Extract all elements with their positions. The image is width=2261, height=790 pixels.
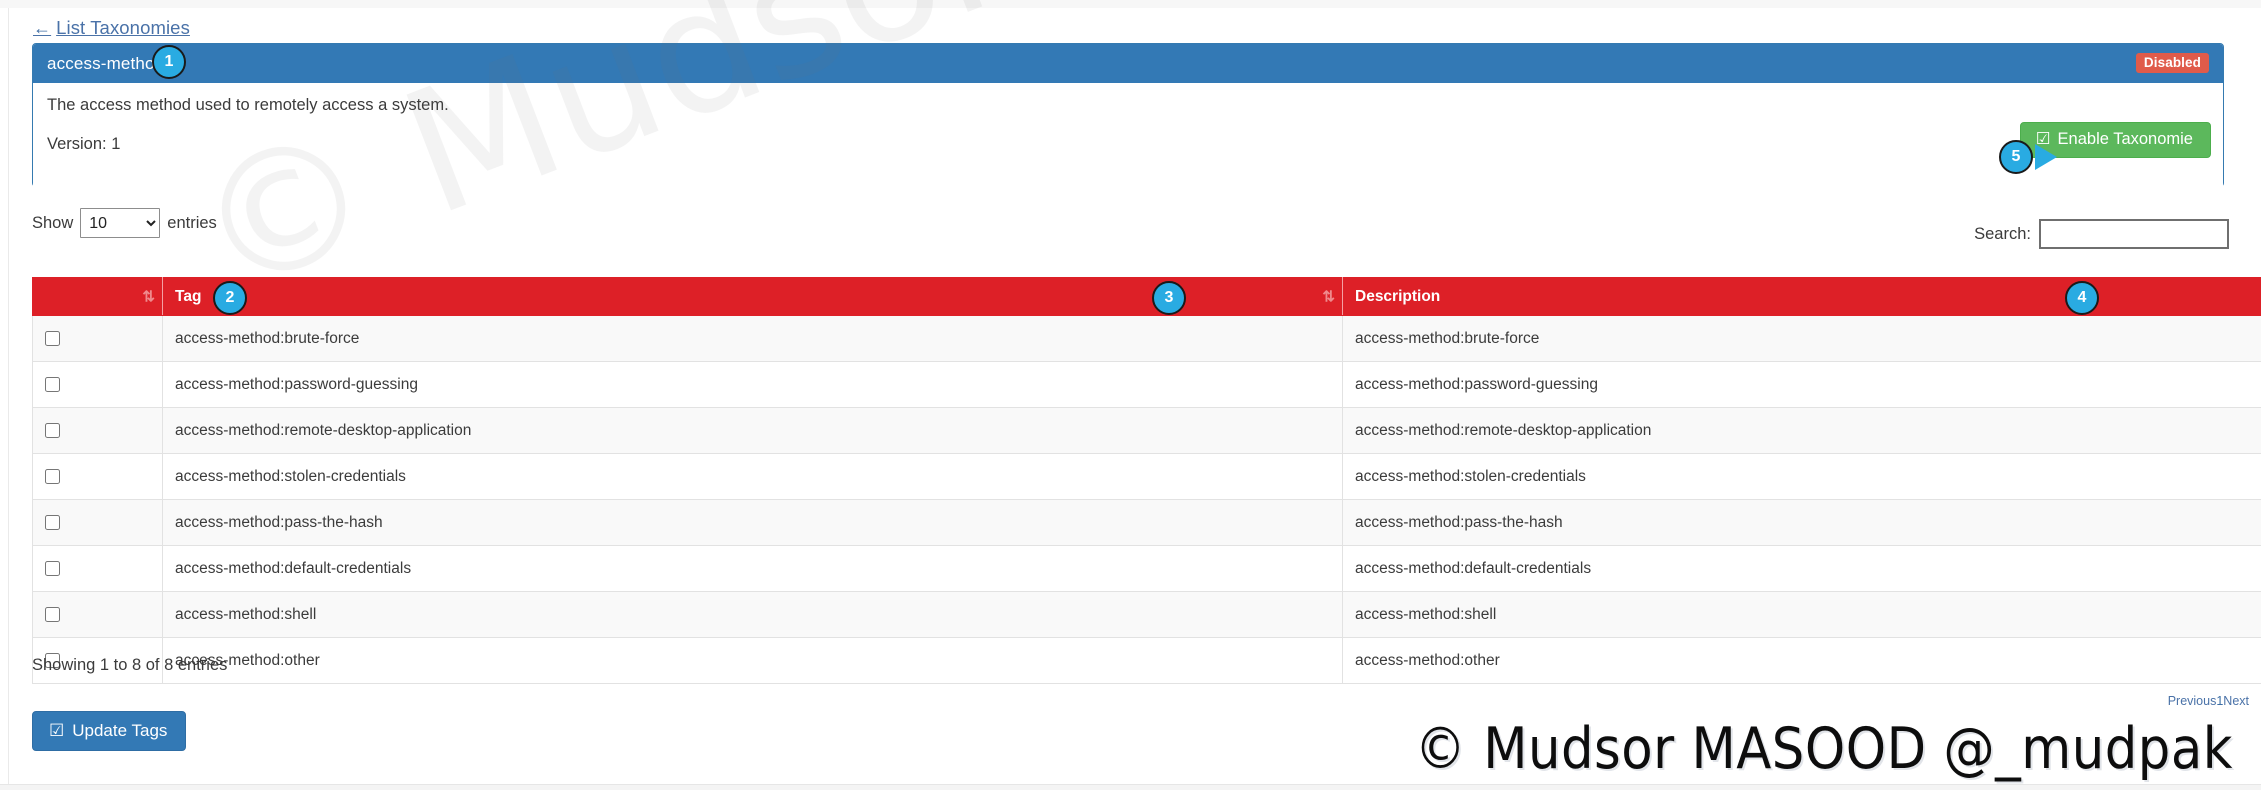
row-select-checkbox[interactable] [45, 560, 60, 576]
tags-table-head: ⇅ Tag ⇅ Description ⇅ Enabled ⇅ [32, 277, 2261, 316]
left-rail [0, 8, 9, 790]
top-strip [0, 0, 2261, 8]
cell-tag: access-method:remote-desktop-application [162, 407, 1343, 454]
cell-tag: access-method:other [162, 637, 1343, 684]
cell-tag: access-method:stolen-credentials [162, 453, 1343, 500]
cell-tag: access-method:password-guessing [162, 361, 1343, 408]
callout-3: 3 [1152, 281, 1186, 315]
panel-header: access-method Disabled [33, 44, 2223, 83]
row-select-cell [32, 499, 163, 546]
breadcrumb-list-taxonomies[interactable]: ← List Taxonomies [33, 17, 190, 39]
bottom-watermark: © Mudsor MASOOD @_mudpak [1414, 716, 2233, 782]
table-row: access-method:pass-the-hash access-method… [32, 499, 2261, 546]
table-row: access-method:password-guessing access-me… [32, 361, 2261, 408]
arrow-left-icon: ← [33, 18, 52, 38]
column-label-tag: Tag [175, 287, 202, 305]
tags-table-header-row: ⇅ Tag ⇅ Description ⇅ Enabled ⇅ [32, 277, 2261, 316]
status-badge: Disabled [2135, 53, 2209, 73]
table-row: access-method:stolen-credentials access-m… [32, 453, 2261, 500]
table-row: access-method:brute-force access-method:b… [32, 315, 2261, 362]
sort-icon: ⇅ [1322, 288, 1335, 305]
entries-length-control: Show 10 entries [32, 208, 217, 238]
callout-5: 5 [1999, 140, 2033, 174]
tags-table-body: access-method:brute-force access-method:b… [32, 315, 2261, 684]
panel-description: The access method used to remotely acces… [47, 96, 449, 114]
row-select-cell [32, 637, 163, 684]
show-label: Show [32, 213, 74, 232]
cell-description: access-method:default-credentials [1342, 545, 2261, 592]
row-select-checkbox[interactable] [45, 468, 60, 484]
entries-label: entries [167, 213, 217, 232]
row-select-checkbox[interactable] [45, 514, 60, 530]
panel-title: access-method [47, 54, 165, 73]
callout-5-arrow [2035, 144, 2057, 170]
taxonomy-panel: access-method Disabled The access method… [32, 43, 2224, 187]
search-filter: Search: [1974, 219, 2229, 249]
column-header-tag[interactable]: Tag ⇅ [162, 277, 1343, 316]
row-select-cell [32, 453, 163, 500]
breadcrumb-label: List Taxonomies [56, 17, 190, 38]
cell-description: access-method:password-guessing [1342, 361, 2261, 408]
row-select-checkbox[interactable] [45, 652, 60, 668]
row-select-cell [32, 361, 163, 408]
pagination-previous[interactable]: Previous [2167, 694, 2217, 708]
table-row: access-method:shell access-method:shell [32, 591, 2261, 638]
search-label: Search: [1974, 224, 2031, 243]
row-select-checkbox[interactable] [45, 422, 60, 438]
column-header-select[interactable]: ⇅ [32, 277, 163, 316]
checkbox-checked-icon: ☑ [49, 721, 65, 740]
cell-tag: access-method:shell [162, 591, 1343, 638]
row-select-cell [32, 315, 163, 362]
pagination-page-1[interactable]: 1 [2216, 694, 2224, 708]
pagination: Previous1Next [2168, 694, 2249, 708]
cell-description: access-method:other [1342, 637, 2261, 684]
cell-tag: access-method:pass-the-hash [162, 499, 1343, 546]
table-row: access-method:default-credentials access-… [32, 545, 2261, 592]
row-select-checkbox[interactable] [45, 606, 60, 622]
update-tags-label: Update Tags [72, 721, 168, 740]
cell-description: access-method:remote-desktop-application [1342, 407, 2261, 454]
row-select-cell [32, 407, 163, 454]
bottom-strip [0, 784, 2261, 790]
update-tags-button[interactable]: ☑ Update Tags [32, 711, 187, 751]
cell-tag: access-method:brute-force [162, 315, 1343, 362]
checkbox-checked-icon: ☑ [2035, 130, 2051, 148]
cell-description: access-method:stolen-credentials [1342, 453, 2261, 500]
row-select-cell [32, 545, 163, 592]
sort-icon: ⇅ [142, 288, 155, 305]
table-info: Showing 1 to 8 of 8 entries [32, 656, 228, 674]
cell-description: access-method:brute-force [1342, 315, 2261, 362]
pagination-next[interactable]: Next [2223, 694, 2249, 708]
callout-4: 4 [2065, 281, 2099, 315]
cell-description: access-method:pass-the-hash [1342, 499, 2261, 546]
callout-1: 1 [152, 45, 186, 79]
panel-body: The access method used to remotely acces… [33, 83, 2223, 187]
table-row: access-method:other access-method:other [32, 637, 2261, 684]
column-label-description: Description [1355, 287, 1441, 305]
cell-description: access-method:shell [1342, 591, 2261, 638]
row-select-checkbox[interactable] [45, 376, 60, 392]
row-select-checkbox[interactable] [45, 330, 60, 346]
table-row: access-method:remote-desktop-application… [32, 407, 2261, 454]
entries-per-page-select[interactable]: 10 [80, 208, 161, 238]
column-header-description[interactable]: Description ⇅ [1342, 277, 2261, 316]
row-select-cell [32, 591, 163, 638]
callout-2: 2 [213, 281, 247, 315]
search-input[interactable] [2039, 219, 2229, 249]
panel-version: Version: 1 [47, 135, 121, 153]
tags-table: ⇅ Tag ⇅ Description ⇅ Enabled ⇅ access-m… [32, 277, 2261, 684]
cell-tag: access-method:default-credentials [162, 545, 1343, 592]
enable-taxonomy-label: Enable Taxonomie [2057, 130, 2193, 148]
